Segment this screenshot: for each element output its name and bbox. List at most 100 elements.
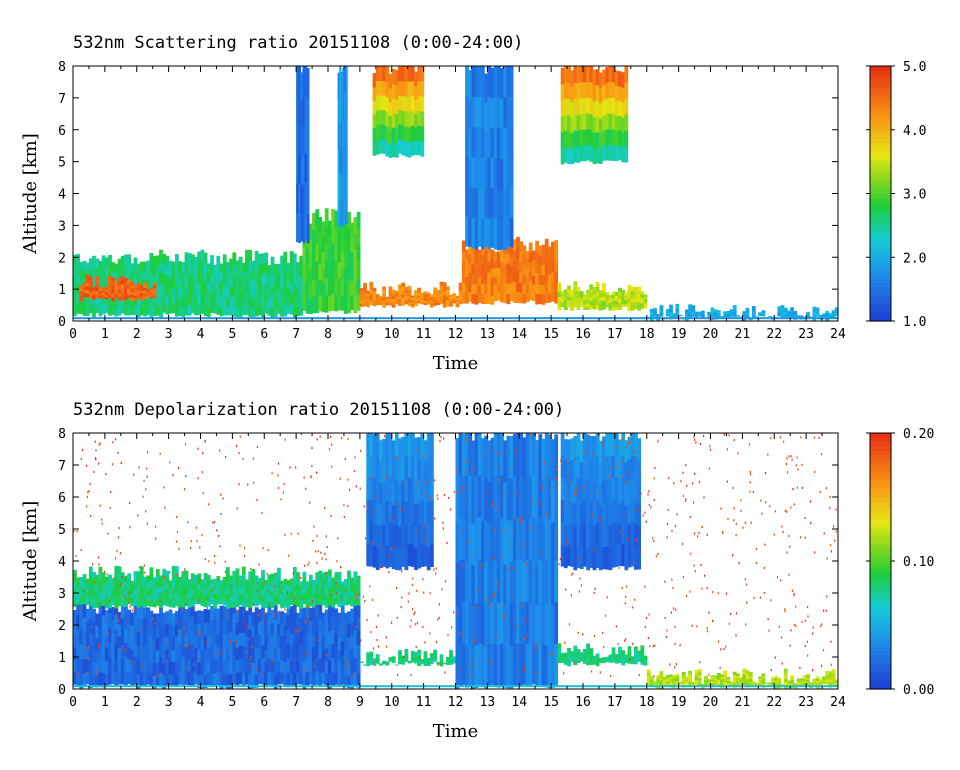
data-cell <box>624 504 629 528</box>
data-cell <box>104 597 109 604</box>
data-cell <box>280 255 284 267</box>
data-cell <box>108 602 112 609</box>
data-cell <box>79 658 84 674</box>
data-cell <box>487 292 492 304</box>
data-cell <box>809 684 814 686</box>
data-cell <box>433 287 437 292</box>
data-cell <box>519 433 524 476</box>
data-cell <box>401 661 406 664</box>
data-cell <box>216 580 221 586</box>
data-cell <box>353 577 358 584</box>
data-cell <box>481 218 485 250</box>
data-cell <box>197 304 202 316</box>
data-cell <box>168 269 173 279</box>
data-cell <box>280 580 284 586</box>
data-cell <box>149 289 154 292</box>
noise-speck <box>417 449 419 452</box>
data-cell <box>117 296 122 307</box>
data-cell <box>379 109 383 125</box>
data-cell <box>669 678 673 682</box>
data-cell <box>308 283 313 300</box>
data-cell <box>608 660 613 663</box>
data-cell <box>305 645 310 659</box>
noise-speck <box>434 479 436 482</box>
data-cell <box>152 613 157 627</box>
data-cell <box>232 576 237 584</box>
data-cell <box>124 586 128 592</box>
data-cell <box>496 267 501 277</box>
data-cell <box>331 671 335 687</box>
data-cell <box>385 141 390 157</box>
data-cell <box>461 271 466 283</box>
data-cell <box>557 655 562 660</box>
data-cell <box>328 265 332 282</box>
data-cell <box>366 433 371 456</box>
data-cell <box>442 303 447 308</box>
data-cell <box>567 460 571 482</box>
noise-speck <box>786 471 789 474</box>
data-cell <box>414 126 418 142</box>
data-cell <box>238 306 243 318</box>
data-cell <box>146 292 151 294</box>
noise-speck <box>465 471 467 474</box>
data-cell <box>506 645 511 689</box>
data-cell <box>605 301 610 305</box>
data-cell <box>468 559 473 603</box>
data-cell <box>732 305 737 308</box>
data-cell <box>423 651 428 655</box>
data-cell <box>442 298 447 304</box>
data-cell <box>452 656 457 659</box>
noise-speck <box>99 442 101 445</box>
data-cell <box>777 306 782 309</box>
data-cell <box>168 580 173 586</box>
data-cell <box>618 657 622 661</box>
data-cell <box>465 517 469 561</box>
data-cell <box>426 524 431 548</box>
data-cell <box>659 312 664 315</box>
noise-speck <box>78 672 80 675</box>
data-cell <box>82 260 87 271</box>
data-cell <box>92 297 96 300</box>
data-cell <box>732 671 737 675</box>
data-cell <box>95 596 100 603</box>
data-cell <box>669 682 673 686</box>
data-cell <box>178 656 182 671</box>
data-cell <box>496 291 501 301</box>
data-cell <box>270 622 275 636</box>
data-cell <box>825 675 830 678</box>
noise-speck <box>789 644 791 647</box>
data-cell <box>611 654 616 658</box>
data-cell <box>595 433 600 456</box>
noise-speck <box>330 435 332 438</box>
data-cell <box>82 294 87 297</box>
data-cell <box>85 600 90 606</box>
data-cell <box>430 296 434 300</box>
data-cell <box>194 594 198 600</box>
data-cell <box>283 673 288 686</box>
data-cell <box>410 477 415 501</box>
noise-speck <box>472 658 474 661</box>
data-cell <box>461 292 466 304</box>
data-cell <box>232 273 237 285</box>
data-cell <box>219 580 224 585</box>
data-cell <box>544 517 549 561</box>
data-cell <box>143 658 147 673</box>
data-cell <box>289 251 294 263</box>
data-cell <box>420 81 425 97</box>
data-cell <box>624 654 629 657</box>
data-cell <box>410 140 415 156</box>
data-cell <box>334 210 339 228</box>
data-cell <box>694 311 699 314</box>
data-cell <box>563 546 568 569</box>
data-cell <box>723 681 728 685</box>
data-cell <box>551 645 555 688</box>
data-cell <box>484 271 488 283</box>
data-cell <box>165 623 170 637</box>
data-cell <box>465 66 469 97</box>
data-cell <box>586 302 590 307</box>
data-cell <box>592 655 597 658</box>
noise-speck <box>220 493 222 496</box>
noise-speck <box>491 595 493 598</box>
data-cell <box>541 438 546 481</box>
data-cell <box>493 517 498 561</box>
